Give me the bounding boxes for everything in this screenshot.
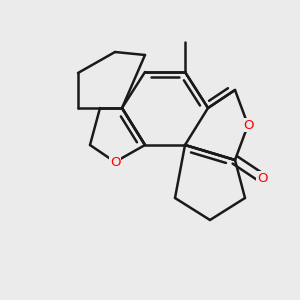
Text: O: O (243, 118, 253, 131)
Text: O: O (257, 172, 267, 184)
Text: O: O (110, 155, 120, 169)
